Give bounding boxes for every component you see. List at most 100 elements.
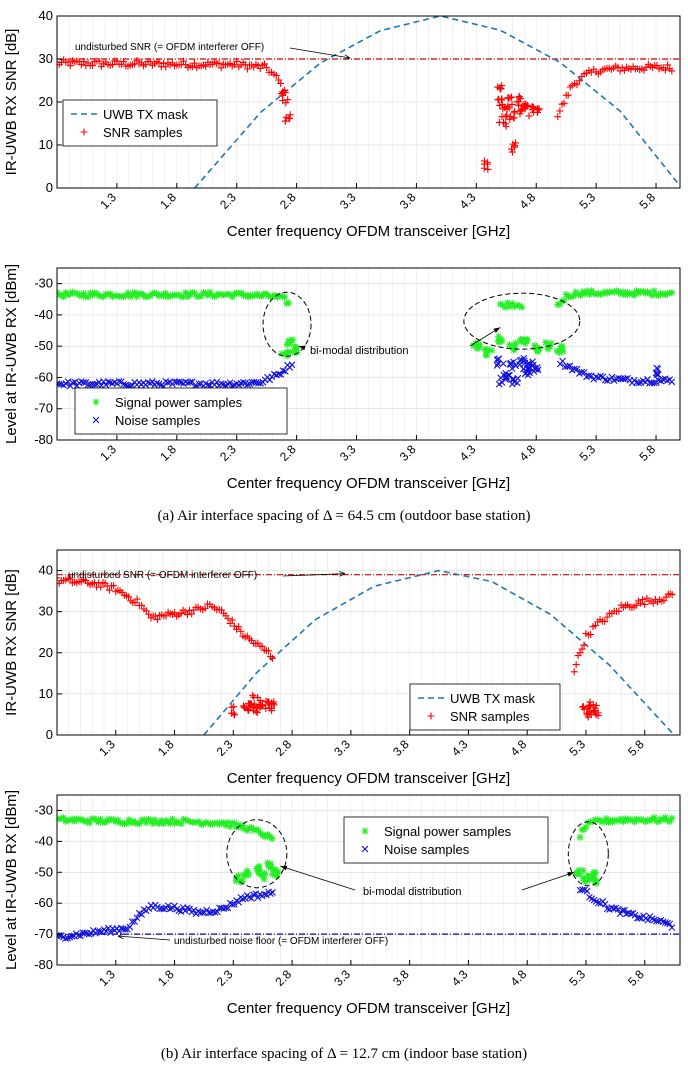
noise-sample-93 [254, 894, 262, 901]
snr-sample-157 [241, 704, 249, 712]
snr-sample-100 [570, 668, 578, 676]
noise-sample-142 [666, 920, 674, 928]
x-tick-label: 2.8 [277, 442, 299, 464]
noise-sample-34 [126, 923, 134, 931]
snr-sample-226 [516, 110, 524, 118]
noise-sample-32 [122, 925, 129, 933]
signal-sample-49 [160, 820, 168, 828]
x-axis-label: Center frequency OFDM transceiver [GHz] [227, 475, 510, 492]
noise-sample-132 [644, 916, 652, 924]
noise-sample-100 [269, 889, 276, 896]
signal-sample-130 [644, 816, 652, 824]
x-axis-label: Center frequency OFDM transceiver [GHz] [227, 770, 510, 787]
signal-sample-116 [613, 816, 621, 824]
noise-sample-55 [175, 378, 183, 386]
signal-sample-124 [597, 290, 605, 298]
signal-sample-224 [542, 338, 550, 346]
bimodal-label: bi-modal distribution [363, 886, 461, 898]
bimodal-arrow-head [567, 872, 575, 877]
snr-sample-181 [262, 705, 270, 713]
reference-arrow [289, 47, 351, 59]
signal-sample-66 [197, 821, 205, 829]
bimodal-ellipse [262, 291, 312, 357]
signal-sample-46 [155, 292, 163, 300]
snr-sample-221 [513, 98, 521, 106]
noise-sample-119 [585, 372, 593, 380]
signal-sample-69 [204, 819, 212, 827]
x-tick-label: 5.8 [625, 737, 647, 759]
signal-sample-68 [204, 291, 212, 299]
signal-sample-163 [256, 870, 264, 878]
signal-sample-190 [475, 340, 483, 348]
signal-sample-166 [518, 303, 526, 311]
snr-sample-99 [269, 654, 277, 662]
noise-sample-185 [516, 357, 524, 364]
signal-sample-176 [287, 339, 295, 347]
signal-sample-97 [269, 292, 277, 300]
signal-sample-108 [560, 296, 568, 304]
signal-sample-101 [278, 292, 286, 300]
signal-sample-232 [556, 349, 564, 357]
signal-sample-3 [60, 293, 68, 301]
legend-label: SNR samples [103, 125, 183, 140]
snr-sample-215 [508, 148, 516, 156]
signal-sample-74 [215, 820, 223, 828]
signal-sample-178 [285, 336, 293, 344]
snr-sample-186 [269, 700, 277, 708]
x-tick-label: 3.8 [390, 737, 412, 759]
x-tick-label: 4.8 [508, 967, 530, 989]
snr-sample-237 [523, 101, 531, 109]
signal-sample-159 [255, 862, 263, 870]
noise-sample-139 [659, 918, 667, 926]
reference-arrow-head [339, 571, 346, 577]
y-tick-label: 10 [39, 686, 53, 701]
signal-sample-48 [157, 817, 165, 825]
signal-sample-138 [661, 813, 669, 821]
snr-sample-60 [183, 611, 191, 619]
snr-sample-202 [504, 102, 512, 110]
signal-sample-77 [224, 290, 232, 298]
noise-sample-174 [506, 360, 514, 368]
bimodal-arrow-head [280, 865, 288, 871]
noise-sample-141 [635, 379, 643, 387]
signal-sample-61 [188, 288, 196, 296]
noise-sample-129 [608, 373, 616, 381]
snr-sample-46 [153, 616, 161, 624]
noise-sample-30 [120, 380, 127, 388]
signal-sample-17 [91, 289, 99, 297]
snr-sample-83 [235, 623, 243, 631]
x-tick-label: 4.3 [449, 737, 471, 759]
signal-sample-149 [652, 291, 660, 299]
noise-sample-191 [521, 370, 529, 378]
signal-sample-123 [594, 289, 602, 297]
snr-sample-205 [585, 709, 593, 717]
y-tick-label: -80 [34, 432, 53, 447]
snr-sample-67 [202, 62, 210, 70]
y-tick-label: 40 [39, 563, 53, 578]
signal-sample-153 [661, 291, 669, 299]
x-tick-label: 2.8 [277, 190, 299, 212]
signal-sample-99 [273, 293, 281, 301]
signal-sample-67 [200, 820, 208, 828]
subplot-b-bottom: 1.3 1.8 2.3 2.8 3.3 3.8 4.3 4.8 5.3 5.8 -30 -40 -50 -… [3, 790, 681, 1017]
signal-sample-163 [511, 303, 519, 311]
noise-sample-124 [627, 910, 635, 918]
signal-sample-43 [148, 290, 156, 298]
signal-sample-148 [650, 287, 658, 295]
snr-sample-217 [511, 142, 519, 150]
x-tick-label: 2.8 [273, 737, 295, 759]
x-tick-label: 3.3 [331, 737, 353, 759]
signal-sample-10 [75, 291, 83, 299]
snr-sample-84 [237, 627, 245, 635]
signal-sample-64 [195, 293, 203, 301]
reference-label: undisturbed SNR (= OFDM interferer OFF) [75, 42, 264, 53]
signal-sample-179 [288, 348, 296, 356]
reference-arrow [117, 935, 171, 941]
signal-sample-104 [285, 299, 293, 307]
signal-sample-137 [626, 290, 634, 298]
snr-sample-233 [519, 105, 527, 113]
signal-sample-177 [270, 865, 278, 873]
noise-sample-6 [66, 933, 74, 941]
x-tick-label: 4.3 [457, 442, 479, 464]
snr-sample-20 [97, 583, 105, 591]
